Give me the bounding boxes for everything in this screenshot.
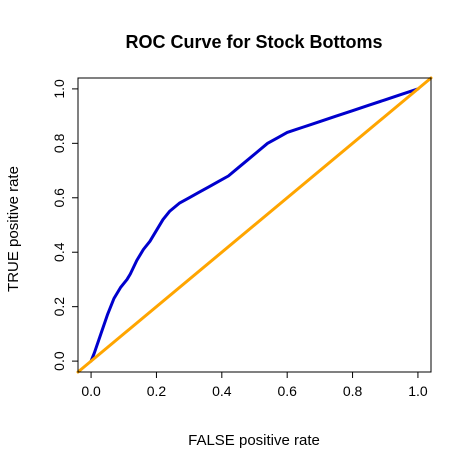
y-tick-label: 0.4 (51, 242, 67, 262)
chart-title: ROC Curve for Stock Bottoms (125, 32, 382, 52)
x-tick-label: 0.2 (147, 383, 167, 399)
diagonal-reference-line (76, 76, 433, 374)
roc-curve-line (89, 87, 420, 363)
y-tick-label: 0.2 (51, 297, 67, 317)
x-tick-label: 0.6 (277, 383, 297, 399)
series-layer (76, 76, 433, 374)
y-tick-label: 0.8 (51, 133, 67, 153)
y-axis-title: TRUE positive rate (5, 166, 22, 292)
y-tick-label: 0.6 (51, 188, 67, 208)
y-tick-label: 1.0 (51, 79, 67, 99)
x-tick-label: 1.0 (408, 383, 428, 399)
x-tick-label: 0.4 (212, 383, 232, 399)
x-tick-label: 0.8 (343, 383, 363, 399)
axes-layer: 0.0 0.2 0.4 0.6 0.8 1.0 0.0 0.2 0.4 0.6 0.8 1.0 (51, 79, 428, 399)
y-tick-label: 0.0 (51, 351, 67, 371)
x-axis-title: FALSE positive rate (188, 432, 320, 449)
plot-frame (77, 77, 432, 373)
x-tick-label: 0.0 (81, 383, 101, 399)
